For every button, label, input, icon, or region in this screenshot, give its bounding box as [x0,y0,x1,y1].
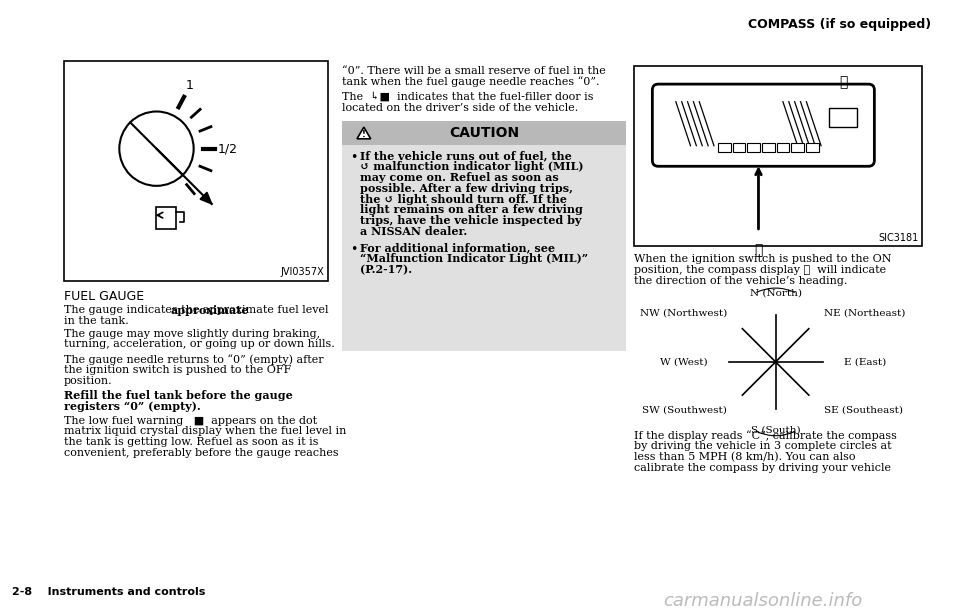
Text: The gauge indicates the approximate fuel level: The gauge indicates the approximate fuel… [63,305,328,315]
Text: The low fuel warning   ■  appears on the dot: The low fuel warning ■ appears on the do… [63,415,317,426]
Text: N (North): N (North) [750,289,802,298]
Text: may come on. Refuel as soon as: may come on. Refuel as soon as [360,172,559,183]
Bar [343,122,626,145]
Bar [805,143,819,152]
Text: by driving the vehicle in 3 complete circles at: by driving the vehicle in 3 complete cir… [634,441,892,451]
Text: 2-8    Instruments and controls: 2-8 Instruments and controls [12,587,205,597]
Text: SW (Southwest): SW (Southwest) [642,406,727,415]
Text: tank when the fuel gauge needle reaches “0”.: tank when the fuel gauge needle reaches … [343,76,600,87]
Text: light remains on after a few driving: light remains on after a few driving [360,205,583,216]
Text: W (West): W (West) [660,357,708,367]
Text: the ↺ light should turn off. If the: the ↺ light should turn off. If the [360,194,566,205]
Bar [732,143,745,152]
Text: SE (Southeast): SE (Southeast) [824,406,903,415]
Text: “0”. There will be a small reserve of fuel in the: “0”. There will be a small reserve of fu… [343,65,606,76]
Text: NW (Northwest): NW (Northwest) [640,309,727,318]
Bar [718,143,731,152]
Text: approximate: approximate [170,305,249,316]
Text: 1: 1 [186,79,194,92]
Text: (P.2-17).: (P.2-17). [360,264,412,275]
Text: the direction of the vehicle’s heading.: the direction of the vehicle’s heading. [634,276,847,286]
Text: SIC3181: SIC3181 [878,233,919,243]
Text: •: • [350,243,357,255]
FancyBboxPatch shape [653,84,875,166]
Text: FUEL GAUGE: FUEL GAUGE [63,290,144,304]
Polygon shape [357,127,371,139]
Bar [63,60,327,280]
Text: !: ! [362,131,366,139]
Text: less than 5 MPH (8 km/h). You can also: less than 5 MPH (8 km/h). You can also [634,452,855,462]
Text: convenient, preferably before the gauge reaches: convenient, preferably before the gauge … [63,448,338,458]
Text: The gauge needle returns to “0” (empty) after: The gauge needle returns to “0” (empty) … [63,354,324,365]
Bar [156,207,176,229]
Text: The  ↳■  indicates that the fuel-filler door is: The ↳■ indicates that the fuel-filler do… [343,92,594,102]
Text: If the vehicle runs out of fuel, the: If the vehicle runs out of fuel, the [360,151,571,162]
Text: located on the driver’s side of the vehicle.: located on the driver’s side of the vehi… [343,103,579,112]
Bar [777,143,789,152]
Text: 1/2: 1/2 [218,142,238,155]
Text: position.: position. [63,376,112,386]
Text: The gauge may move slightly during braking,: The gauge may move slightly during braki… [63,329,320,338]
Text: in the tank.: in the tank. [63,316,129,326]
Bar [747,143,760,152]
Text: a NISSAN dealer.: a NISSAN dealer. [360,226,468,237]
Bar [634,65,923,246]
Text: possible. After a few driving trips,: possible. After a few driving trips, [360,183,573,194]
Text: If the display reads “C”, calibrate the compass: If the display reads “C”, calibrate the … [634,430,897,441]
Text: “Malfunction Indicator Light (MIL)”: “Malfunction Indicator Light (MIL)” [360,254,588,265]
Text: JVI0357X: JVI0357X [280,267,324,277]
Text: carmanualsonline.info: carmanualsonline.info [663,591,862,610]
Text: NE (Northeast): NE (Northeast) [824,309,905,318]
Text: S (South): S (South) [751,426,801,435]
Text: COMPASS (if so equipped): COMPASS (if so equipped) [748,18,931,31]
Bar [762,143,775,152]
Text: E (East): E (East) [844,357,886,367]
Text: For additional information, see: For additional information, see [360,243,555,254]
Text: turning, acceleration, or going up or down hills.: turning, acceleration, or going up or do… [63,339,334,349]
Text: Ⓐ: Ⓐ [755,244,762,258]
Bar [791,143,804,152]
Text: ↺ malfunction indicator light (MIL): ↺ malfunction indicator light (MIL) [360,161,584,172]
Polygon shape [200,192,212,204]
Text: the ignition switch is pushed to the OFF: the ignition switch is pushed to the OFF [63,365,291,375]
Text: registers “0” (empty).: registers “0” (empty). [63,401,201,412]
Text: matrix liquid crystal display when the fuel level in: matrix liquid crystal display when the f… [63,426,346,436]
Text: CAUTION: CAUTION [449,126,519,140]
Text: Ⓑ: Ⓑ [839,75,848,89]
Text: When the ignition switch is pushed to the ON: When the ignition switch is pushed to th… [634,254,891,265]
Text: trips, have the vehicle inspected by: trips, have the vehicle inspected by [360,215,582,226]
Bar [343,122,626,351]
Text: •: • [350,151,357,164]
Text: calibrate the compass by driving your vehicle: calibrate the compass by driving your ve… [634,463,891,473]
Text: position, the compass display Ⓑ  will indicate: position, the compass display Ⓑ will ind… [634,265,886,275]
Text: the tank is getting low. Refuel as soon as it is: the tank is getting low. Refuel as soon … [63,437,318,447]
Text: Refill the fuel tank before the gauge: Refill the fuel tank before the gauge [63,390,293,401]
Bar [829,108,856,127]
